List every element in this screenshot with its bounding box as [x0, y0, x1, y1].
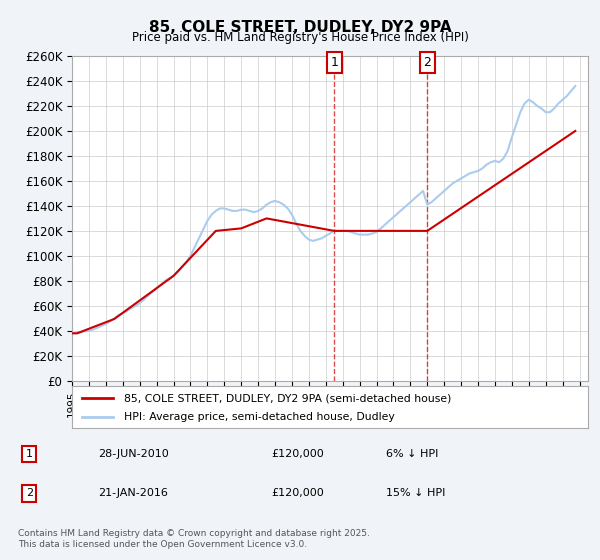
- Text: 1: 1: [26, 449, 33, 459]
- Text: 2: 2: [424, 56, 431, 69]
- Text: 85, COLE STREET, DUDLEY, DY2 9PA (semi-detached house): 85, COLE STREET, DUDLEY, DY2 9PA (semi-d…: [124, 393, 451, 403]
- Text: 6% ↓ HPI: 6% ↓ HPI: [386, 449, 439, 459]
- Text: Price paid vs. HM Land Registry's House Price Index (HPI): Price paid vs. HM Land Registry's House …: [131, 31, 469, 44]
- Text: Contains HM Land Registry data © Crown copyright and database right 2025.
This d: Contains HM Land Registry data © Crown c…: [18, 529, 370, 549]
- Text: £120,000: £120,000: [271, 449, 324, 459]
- Text: 1: 1: [330, 56, 338, 69]
- Text: £120,000: £120,000: [271, 488, 324, 498]
- Text: 28-JUN-2010: 28-JUN-2010: [98, 449, 169, 459]
- Text: HPI: Average price, semi-detached house, Dudley: HPI: Average price, semi-detached house,…: [124, 412, 394, 422]
- Text: 15% ↓ HPI: 15% ↓ HPI: [386, 488, 446, 498]
- Text: 21-JAN-2016: 21-JAN-2016: [98, 488, 168, 498]
- Text: 85, COLE STREET, DUDLEY, DY2 9PA: 85, COLE STREET, DUDLEY, DY2 9PA: [149, 20, 451, 35]
- Text: 2: 2: [26, 488, 33, 498]
